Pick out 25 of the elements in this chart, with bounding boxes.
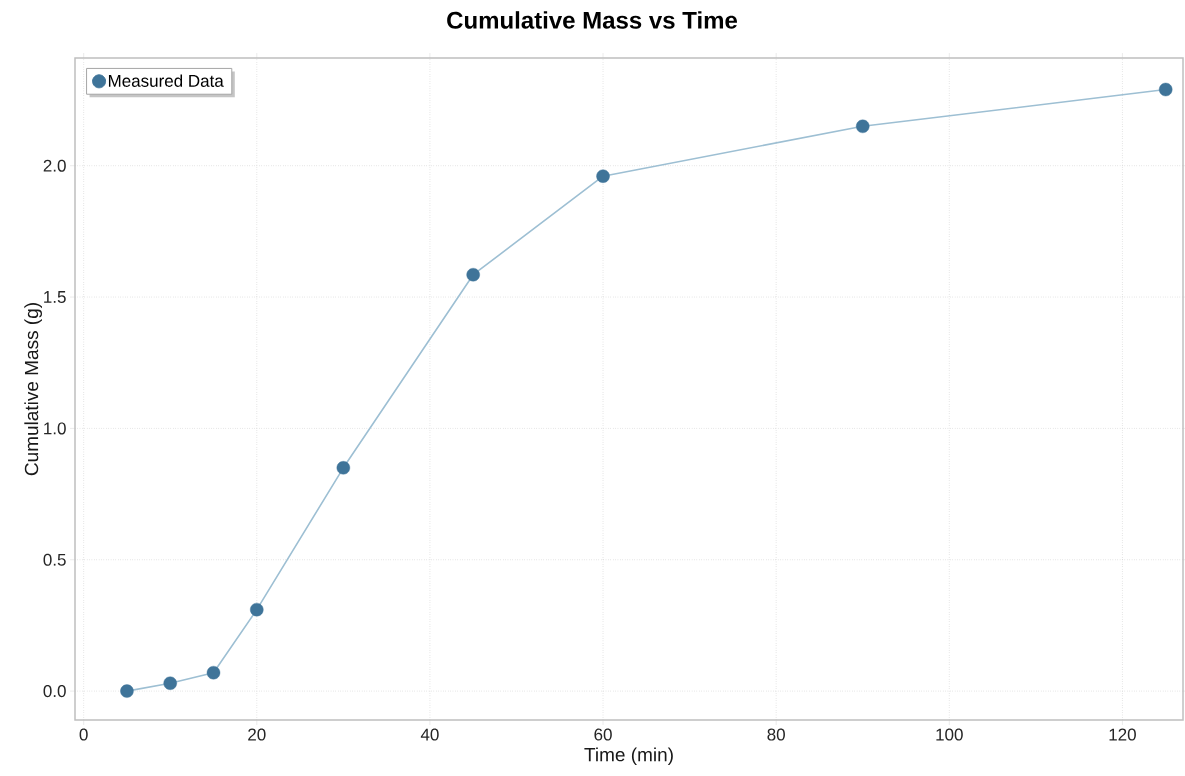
x-tick-label: 120 xyxy=(1109,728,1136,741)
chart-title: Cumulative Mass vs Time xyxy=(447,11,738,29)
x-tick-label: 60 xyxy=(594,728,612,741)
point xyxy=(163,676,177,690)
point xyxy=(1159,82,1173,97)
y-tick-label: 1.0 xyxy=(44,422,66,435)
point xyxy=(120,684,134,698)
y-tick-label: 0.0 xyxy=(43,685,66,698)
legend-label: Measured Data xyxy=(108,74,224,87)
point xyxy=(336,461,351,475)
y-tick-label: 1.5 xyxy=(44,291,66,303)
point xyxy=(466,268,480,282)
x-tick-label: 100 xyxy=(936,728,963,741)
x-tick-label: 20 xyxy=(248,728,266,741)
x-tick-label: 80 xyxy=(767,728,785,741)
y-tick-label: 0.5 xyxy=(43,553,66,566)
y-tick-label: 2.0 xyxy=(43,159,66,172)
point xyxy=(250,602,264,617)
x-tick-label: 0 xyxy=(79,728,88,741)
x-axis-title: Time (min) xyxy=(584,747,673,766)
point xyxy=(856,119,870,133)
point xyxy=(596,169,610,183)
x-tick-label: 40 xyxy=(420,728,439,741)
y-axis-title: Cumulative Mass (g) xyxy=(24,303,42,476)
point xyxy=(206,666,221,680)
